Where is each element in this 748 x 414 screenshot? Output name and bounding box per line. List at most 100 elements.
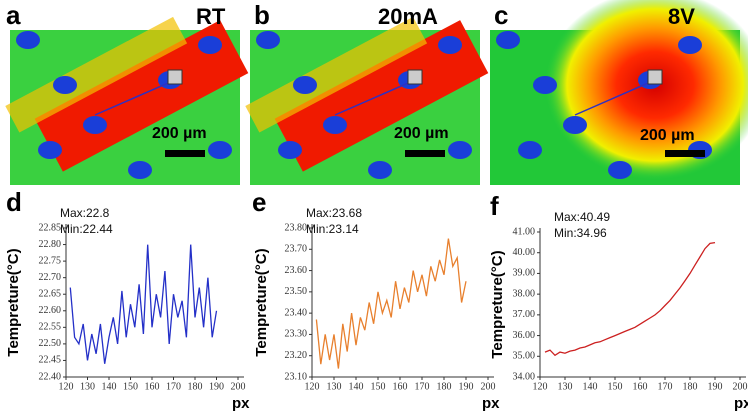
y-tick-label: 22.80: [39, 239, 62, 250]
x-tick-label: 120: [59, 381, 74, 392]
pad: [438, 36, 462, 54]
scale-bar: [165, 150, 205, 157]
x-tick-label: 150: [371, 381, 386, 392]
pad: [208, 141, 232, 159]
y-tick-label: 22.75: [39, 255, 62, 266]
pad: [368, 161, 392, 179]
x-tick-label: 120: [305, 381, 320, 392]
x-tick-label: 170: [415, 381, 430, 392]
thermal-image: [490, 0, 748, 185]
pad: [16, 31, 40, 49]
pad: [496, 31, 520, 49]
x-tick-label: 150: [608, 381, 623, 392]
pad: [53, 76, 77, 94]
x-tick-label: 130: [327, 381, 342, 392]
y-tick-label: 23.70: [285, 244, 308, 255]
x-tick-label: 130: [80, 381, 95, 392]
panel-letter: b: [254, 0, 270, 30]
y-tick-label: 23.40: [285, 307, 308, 318]
x-tick-label: 200: [733, 381, 748, 392]
y-tick-label: 22.50: [39, 338, 62, 349]
y-tick-label: 39.00: [513, 268, 536, 279]
pad: [293, 76, 317, 94]
annotation: Max:40.49: [554, 210, 610, 224]
condition: 20mA: [378, 4, 438, 29]
thermal-images: [5, 0, 748, 185]
y-tick-label: 38.00: [513, 288, 536, 299]
y-tick-label: 23.50: [285, 286, 308, 297]
y-tick-label: 23.20: [285, 350, 308, 361]
probe-line: [334, 79, 416, 116]
warm-band: [5, 16, 188, 133]
y-axis-label: Tempreture(°C): [253, 248, 270, 356]
annotation: Max:23.68: [306, 206, 362, 220]
pad: [83, 116, 107, 134]
probe-marker: [407, 69, 423, 85]
pad: [563, 116, 587, 134]
probe-line: [94, 79, 176, 116]
annotation: Min:34.96: [554, 226, 607, 240]
y-tick-label: 23.30: [285, 329, 308, 340]
hot-band: [34, 20, 249, 172]
y-tick-label: 34.00: [513, 371, 536, 382]
x-axis-label: px: [482, 395, 500, 412]
scale-bar-label: 200 µm: [394, 125, 449, 142]
x-tick-label: 190: [708, 381, 723, 392]
y-tick-label: 22.40: [39, 371, 62, 382]
pad: [608, 161, 632, 179]
pad: [128, 161, 152, 179]
pad: [518, 141, 542, 159]
data-line: [315, 238, 467, 369]
y-tick-label: 22.60: [39, 305, 62, 316]
annotation: Max:22.8: [60, 206, 110, 220]
scale-bar: [405, 150, 445, 157]
y-axis-label: Tempreture(°C): [5, 248, 22, 356]
scale-bar: [665, 150, 705, 157]
probe-marker: [647, 69, 663, 85]
x-tick-label: 170: [166, 381, 181, 392]
y-tick-label: 23.10: [285, 371, 308, 382]
thermal-image: [245, 16, 489, 185]
pad: [38, 141, 62, 159]
data-line: [69, 244, 218, 364]
x-axis-label: px: [734, 395, 748, 412]
pad: [198, 36, 222, 54]
probe-marker: [167, 69, 183, 85]
x-tick-label: 200: [481, 381, 496, 392]
condition: 8V: [668, 4, 695, 29]
x-tick-label: 160: [393, 381, 408, 392]
panel-letter: e: [252, 187, 266, 217]
scale-bar-label: 200 µm: [152, 125, 207, 142]
x-tick-label: 200: [231, 381, 246, 392]
panel-letter: f: [490, 191, 499, 221]
condition: RT: [196, 4, 226, 29]
pad: [678, 36, 702, 54]
x-tick-label: 180: [437, 381, 452, 392]
y-tick-label: 23.80: [285, 222, 308, 233]
pad: [533, 76, 557, 94]
annotation: Min:22.44: [60, 222, 113, 236]
x-tick-label: 140: [102, 381, 117, 392]
y-tick-label: 22.85: [39, 222, 62, 233]
y-tick-label: 36.00: [513, 330, 536, 341]
x-axis-label: px: [232, 395, 250, 412]
x-tick-label: 150: [123, 381, 138, 392]
y-tick-label: 22.70: [39, 272, 62, 283]
x-tick-label: 160: [145, 381, 160, 392]
y-tick-label: 41.00: [513, 226, 536, 237]
x-tick-label: 180: [683, 381, 698, 392]
pad: [448, 141, 472, 159]
y-tick-label: 35.00: [513, 351, 536, 362]
panel-letter: c: [494, 0, 508, 30]
panel-letter: d: [6, 187, 22, 217]
x-tick-label: 180: [188, 381, 203, 392]
pad: [323, 116, 347, 134]
scale-bar-label: 200 µm: [640, 127, 695, 144]
thermal-image: [5, 16, 249, 185]
warm-band: [245, 16, 428, 133]
hot-band: [274, 20, 489, 172]
panel-letter: a: [6, 0, 21, 30]
x-tick-label: 190: [209, 381, 224, 392]
pad: [278, 141, 302, 159]
x-tick-label: 140: [349, 381, 364, 392]
